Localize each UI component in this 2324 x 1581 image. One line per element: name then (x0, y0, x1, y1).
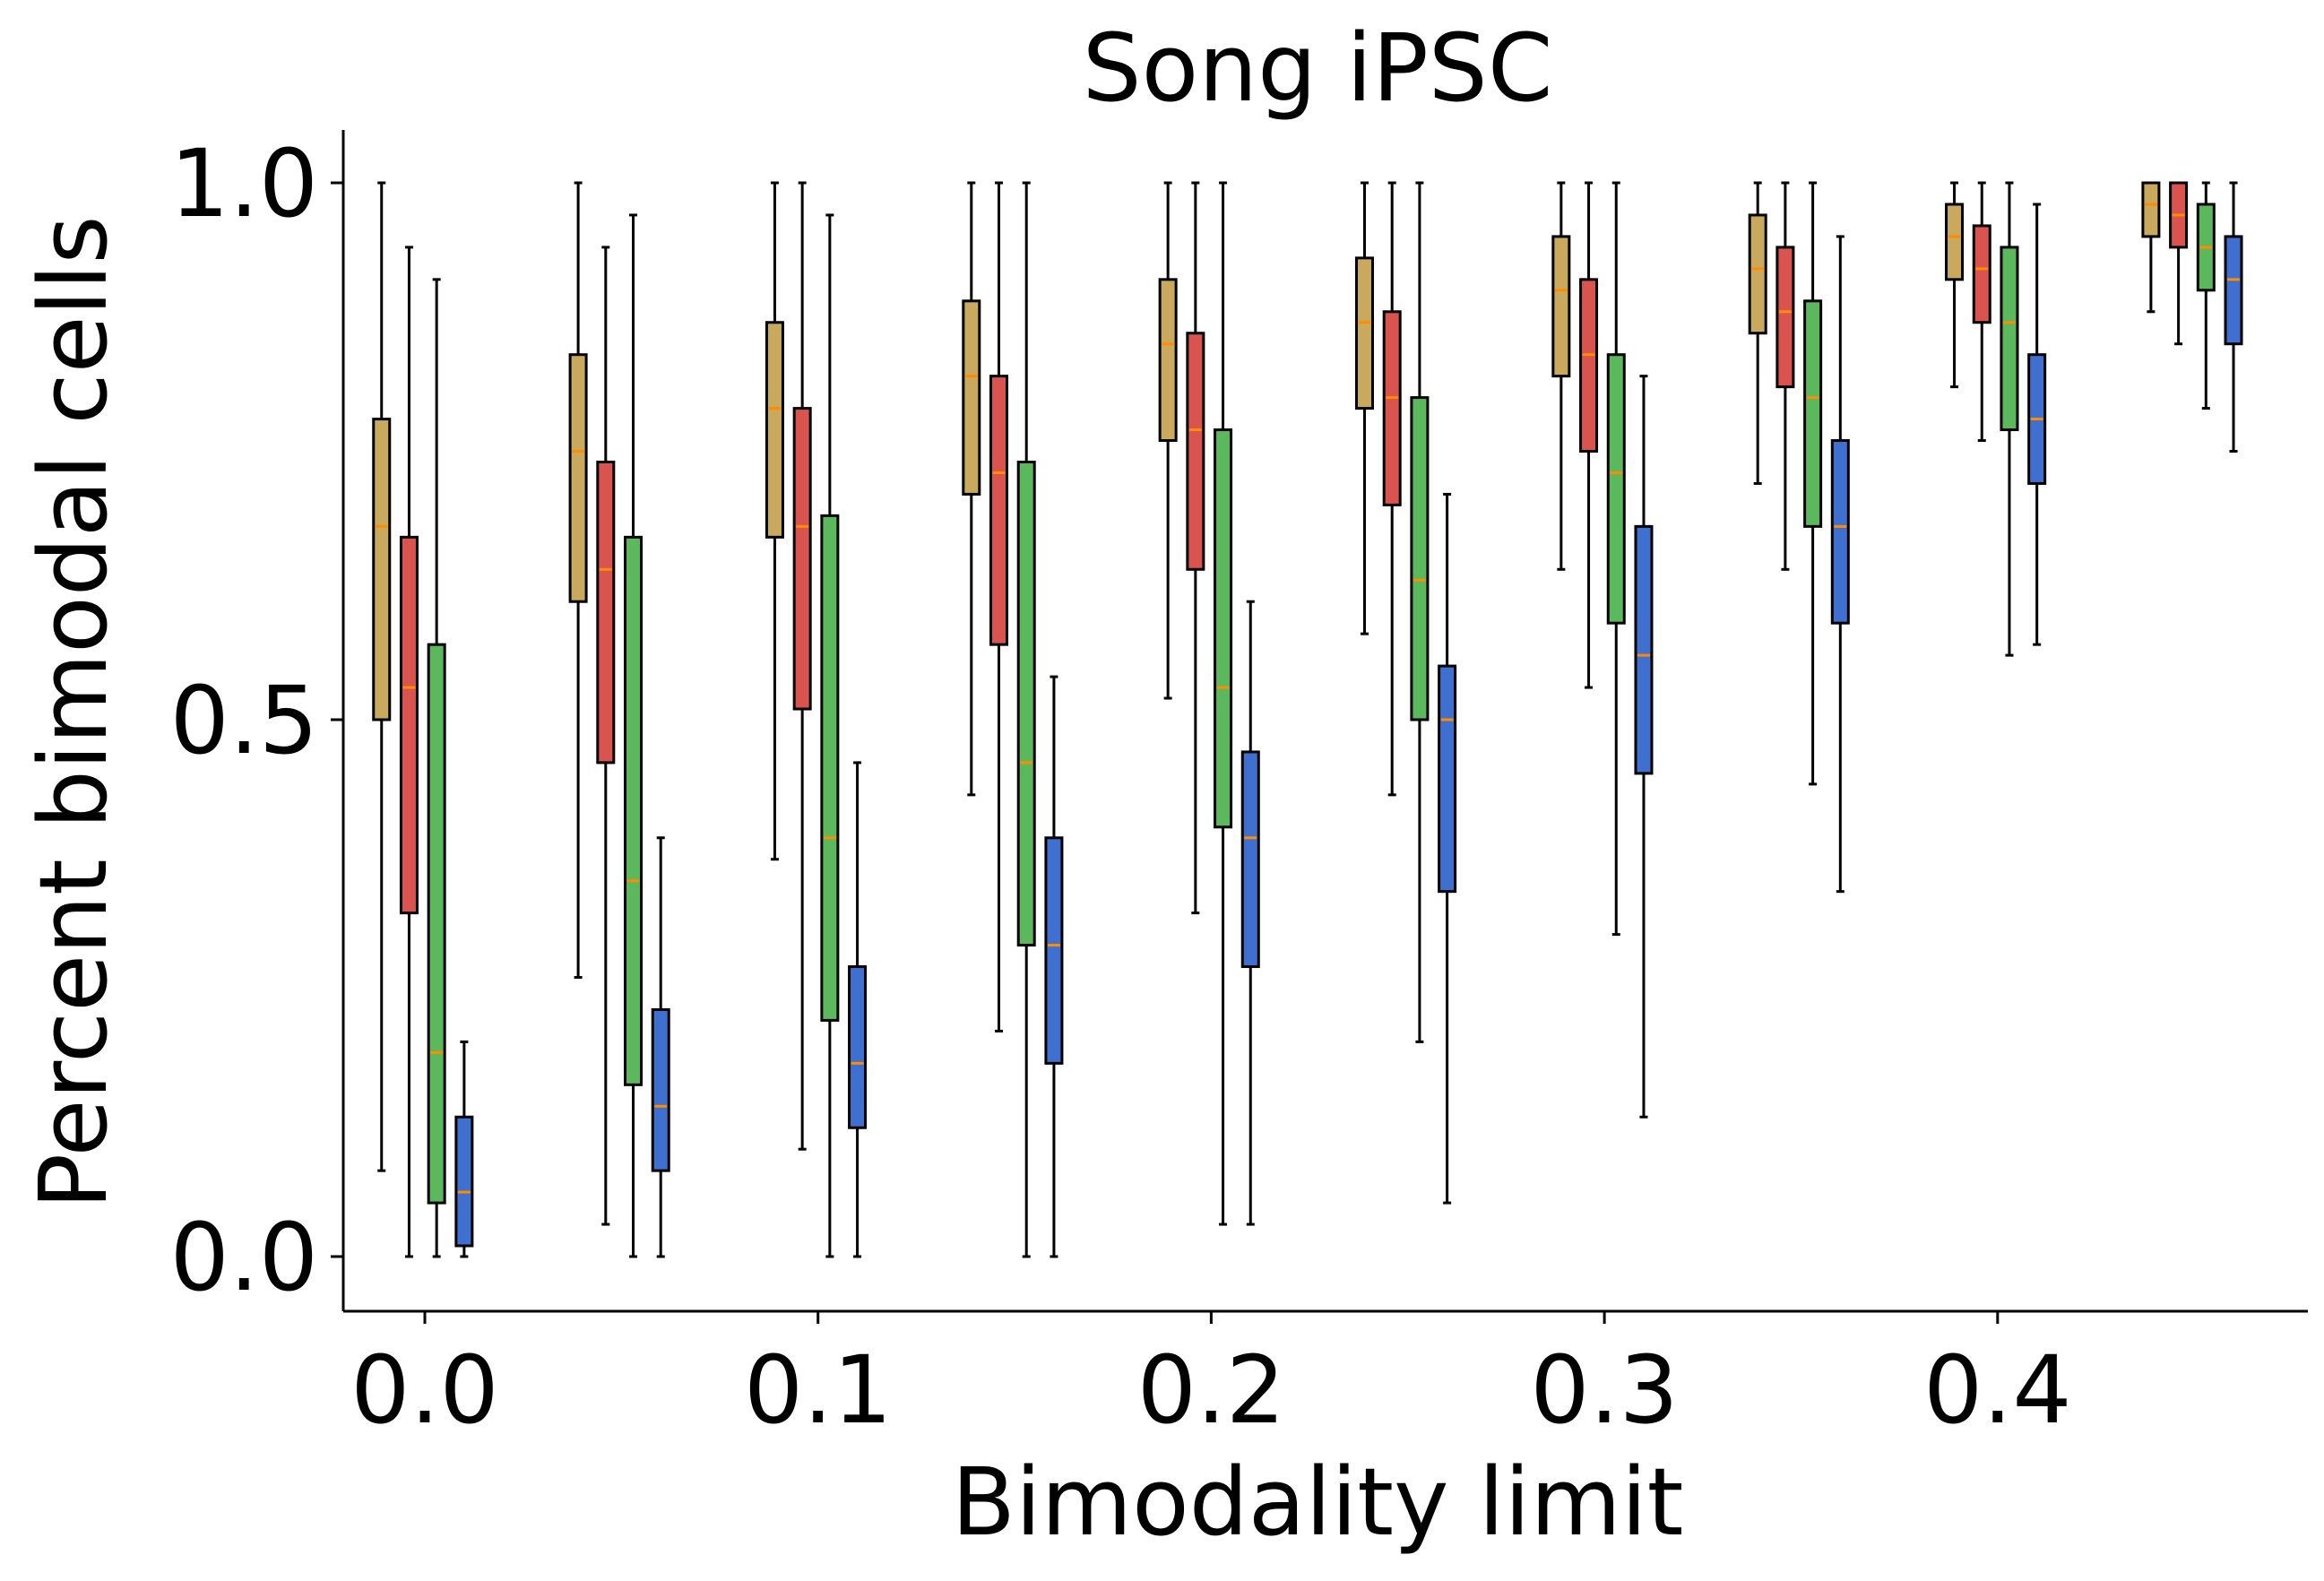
box-body (454, 1115, 474, 1248)
x-tick-label: 0.4 (1923, 1335, 2071, 1445)
box-body (792, 407, 812, 711)
x-tick-label: 0.2 (1137, 1335, 1285, 1445)
box-body (1748, 213, 1767, 335)
box-s3-0 (454, 1040, 474, 1258)
box-s3-5 (1438, 492, 1457, 1205)
box-s2-3 (1016, 181, 1036, 1258)
x-tick-label: 0.1 (744, 1335, 892, 1445)
box-body (596, 460, 616, 765)
box-s1-4 (1186, 181, 1205, 915)
box-s1-7 (1775, 181, 1795, 571)
box-s0-9 (2141, 181, 2161, 314)
box-s2-1 (624, 213, 644, 1258)
box-body (1634, 524, 1654, 775)
box-body (1354, 256, 1374, 410)
box-body (1803, 299, 1823, 528)
box-body (1240, 750, 1260, 969)
box-s0-4 (1158, 181, 1178, 700)
box-body (1606, 353, 1626, 625)
box-body (2141, 181, 2161, 238)
box-body (1044, 836, 1064, 1065)
box-s1-1 (596, 246, 616, 1226)
box-s3-3 (1044, 675, 1064, 1258)
box-s3-6 (1634, 375, 1654, 1119)
box-s1-9 (2169, 181, 2189, 346)
box-body (1016, 460, 1036, 947)
box-body (1214, 428, 1233, 829)
box-s3-9 (2224, 181, 2243, 453)
box-body (1830, 439, 1850, 625)
box-s1-0 (399, 246, 419, 1258)
box-body (1945, 203, 1965, 281)
y-tick-label: 0.0 (170, 1203, 318, 1312)
boxplot-group (372, 181, 2243, 1258)
box-body (399, 535, 419, 915)
box-body (820, 514, 840, 1022)
box-s3-7 (1830, 235, 1850, 894)
box-s1-5 (1382, 181, 1402, 797)
chart-title: Song iPSC (1083, 13, 1553, 123)
box-s0-2 (765, 181, 784, 861)
box-s2-6 (1606, 181, 1626, 937)
box-s0-8 (1945, 181, 1965, 389)
box-s2-5 (1410, 181, 1430, 1043)
box-s3-1 (651, 836, 670, 1258)
box-s0-0 (372, 181, 392, 1172)
box-s0-3 (962, 181, 981, 797)
box-s2-0 (427, 278, 446, 1258)
y-tick-label: 1.0 (170, 129, 318, 238)
box-s3-4 (1240, 600, 1260, 1226)
box-s1-8 (1972, 181, 1991, 443)
box-body (989, 375, 1009, 646)
box-body (962, 299, 981, 496)
box-body (624, 535, 644, 1086)
box-body (651, 1007, 670, 1172)
box-body (372, 418, 392, 721)
box-body (2000, 246, 2019, 432)
box-s0-6 (1551, 181, 1571, 571)
box-s3-2 (848, 761, 868, 1258)
box-body (427, 643, 446, 1205)
box-s2-9 (2196, 181, 2216, 410)
box-s2-2 (820, 213, 840, 1258)
box-body (1186, 332, 1205, 571)
x-ticks: 0.0 0.1 0.2 0.3 0.4 (350, 1311, 2072, 1445)
x-tick-label: 0.0 (350, 1335, 498, 1445)
box-body (848, 965, 868, 1129)
box-body (765, 321, 784, 539)
box-s0-1 (568, 181, 588, 980)
y-axis-label: Percent bimodal cells (19, 215, 128, 1209)
x-axis-label: Bimodality limit (952, 1447, 1684, 1557)
box-body (2224, 235, 2243, 346)
box-body (1775, 246, 1795, 389)
box-s1-2 (792, 181, 812, 1151)
box-body (1972, 224, 1991, 324)
box-s1-6 (1579, 181, 1599, 689)
box-body (1438, 664, 1457, 894)
x-tick-label: 0.3 (1530, 1335, 1678, 1445)
box-s2-7 (1803, 181, 1823, 786)
box-body (1579, 278, 1599, 453)
y-tick-label: 0.5 (170, 666, 318, 775)
box-s0-7 (1748, 181, 1767, 485)
box-body (1410, 396, 1430, 721)
box-body (568, 353, 588, 603)
box-s0-5 (1354, 181, 1374, 635)
box-s2-4 (1214, 181, 1233, 1226)
box-s2-8 (2000, 181, 2019, 657)
y-ticks: 0.0 0.5 1.0 (170, 129, 343, 1312)
box-body (1382, 310, 1402, 506)
box-s3-8 (2027, 203, 2047, 646)
box-body (1158, 278, 1178, 443)
box-s1-3 (989, 181, 1009, 1032)
box-body (1551, 235, 1571, 378)
